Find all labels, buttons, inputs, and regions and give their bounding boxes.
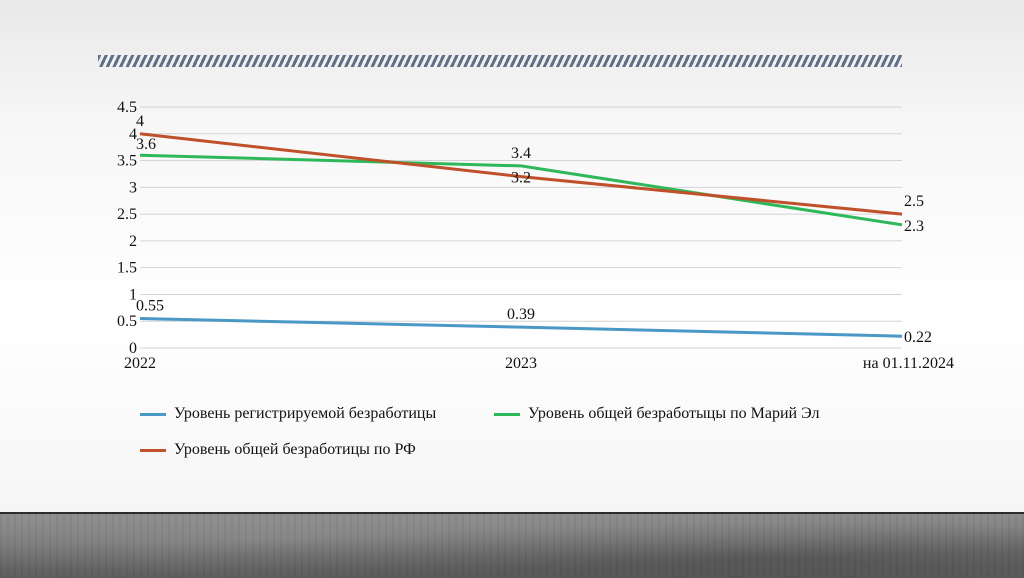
data-label: 3.2 xyxy=(511,170,531,187)
legend-swatch xyxy=(140,412,166,416)
y-tick-label: 3.5 xyxy=(117,153,137,170)
x-tick-label: 2023 xyxy=(505,355,537,372)
series-line-registered-unemployment xyxy=(139,317,903,338)
y-tick-label: 3 xyxy=(129,179,137,196)
y-tick-label: 0 xyxy=(129,340,137,357)
series-lines xyxy=(139,132,903,338)
data-label: 3.6 xyxy=(136,136,156,153)
y-tick-label: 2.5 xyxy=(117,206,137,223)
x-tick-label: на 01.11.2024 xyxy=(863,355,954,372)
data-labels: 0.55 0.39 0.22 3.6 3.4 2.3 4 3.2 2.5 xyxy=(136,113,932,346)
data-label: 2.3 xyxy=(904,218,924,235)
legend-swatch xyxy=(140,448,166,452)
data-label: 0.55 xyxy=(136,298,164,315)
legend-item: Уровень общей безработицы по РФ xyxy=(140,441,416,459)
series-line-rf-unemployment xyxy=(139,132,903,216)
gridlines xyxy=(140,106,902,349)
y-tick-label: 4 xyxy=(129,126,137,143)
y-tick-label: 4.5 xyxy=(117,99,137,116)
x-tick-label: 2022 xyxy=(124,355,156,372)
legend-swatch xyxy=(494,412,520,416)
data-label: 2.5 xyxy=(904,193,924,210)
data-label: 0.39 xyxy=(507,306,535,323)
legend-label: Уровень общей безработицы по РФ xyxy=(174,441,416,458)
data-label: 0.22 xyxy=(904,329,932,346)
data-label: 3.4 xyxy=(511,145,531,162)
x-axis: 2022 2023 на 01.11.2024 xyxy=(124,355,954,372)
floor-background xyxy=(0,512,1024,578)
y-tick-label: 1 xyxy=(129,286,137,303)
y-axis: 0 0.5 1 1.5 2 2.5 3 3.5 4 4.5 xyxy=(117,99,137,357)
line-chart: 0 0.5 1 1.5 2 2.5 3 3.5 4 4.5 2022 2023 … xyxy=(117,99,954,372)
legend-item: Уровень общей безработыцы по Марий Эл xyxy=(494,405,819,423)
legend-item: Уровень регистрируемой безработицы xyxy=(140,405,436,423)
y-tick-label: 1.5 xyxy=(117,260,137,277)
series-line-mari-el-unemployment xyxy=(139,153,903,227)
y-tick-label: 0.5 xyxy=(117,313,137,330)
legend-label: Уровень общей безработыцы по Марий Эл xyxy=(528,405,820,422)
y-tick-label: 2 xyxy=(129,233,137,250)
legend-label: Уровень регистрируемой безработицы xyxy=(174,405,437,422)
data-label: 4 xyxy=(136,113,144,130)
decorative-stripe xyxy=(98,55,902,67)
